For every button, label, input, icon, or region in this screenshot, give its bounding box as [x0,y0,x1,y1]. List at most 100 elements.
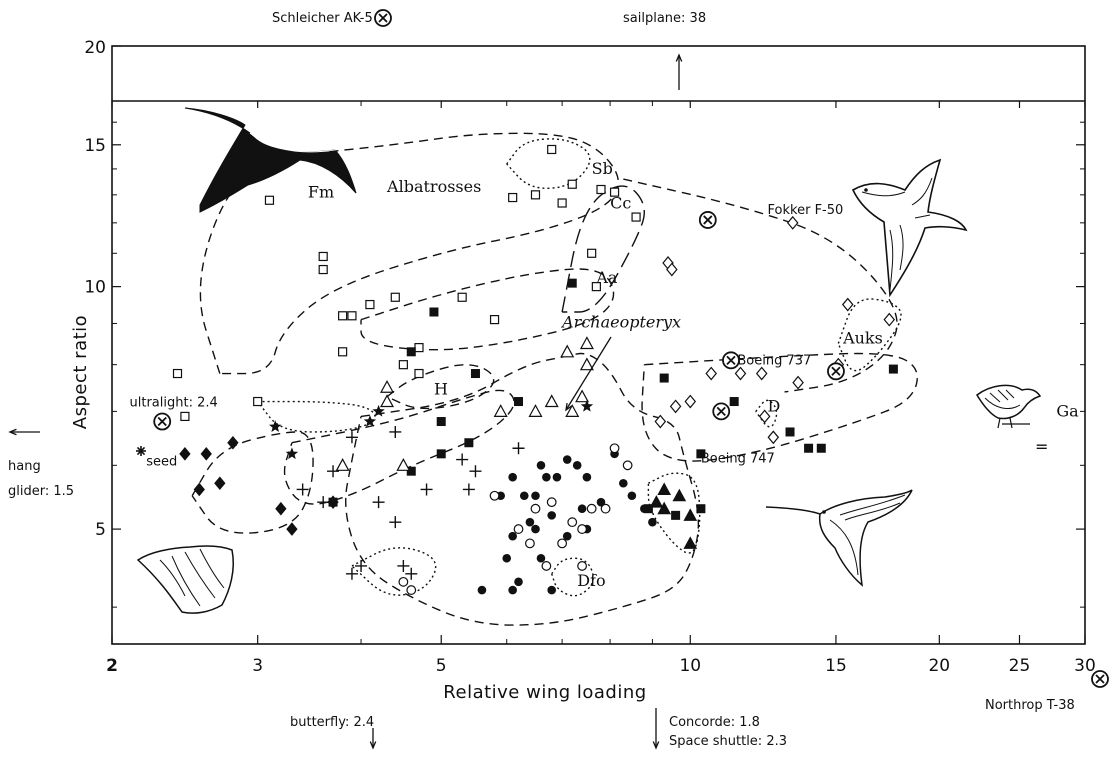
data-point-filled-triangle [657,482,672,495]
data-point-filled-circle [596,497,606,507]
x-tick-label: 30 [1074,656,1096,676]
data-point-filled-square [464,438,474,448]
data-point-filled-circle [514,577,523,587]
data-point-plus [462,483,475,496]
annotation-schleicher-ak-5: Schleicher AK-5 [272,11,373,26]
annotation-fokker-f-50: Fokker F-50 [768,203,844,218]
data-point-filled-diamond [327,495,339,509]
data-point-open-circle [609,443,620,454]
data-point-open-square [180,411,190,422]
group-outline-d [755,399,778,428]
x-tick-label: 15 [825,656,847,676]
aircraft-cross [716,406,726,417]
data-point-filled-square [816,443,826,453]
annotation-boeing-747: Boeing 747 [701,451,775,466]
data-point-filled-square [696,504,706,514]
data-point-open-square [390,292,400,302]
data-point-filled-triangle [672,488,687,502]
data-point-filled-square [729,397,739,407]
data-point-open-circle [622,460,633,471]
data-point-open-circle [600,503,611,514]
aircraft-marker-boeing-737-a [722,351,740,370]
data-point-filled-circle [508,585,517,595]
arrow-head [652,741,660,750]
data-point-star [285,447,299,460]
data-point-filled-circle [547,585,557,595]
y-axis-title: Aspect ratio [70,315,91,429]
data-point-plus [389,425,402,438]
data-point-open-triangle [575,389,590,403]
annotation-northrop-t-38: Northrop T-38 [985,698,1075,713]
y-tick-label-top: 20 [84,38,106,58]
group-outline-fm [199,132,620,375]
x-tick-label: 10 [679,656,701,676]
data-point-open-triangle [380,379,395,393]
data-point-filled-triangle [657,501,672,515]
data-point-open-square [557,198,567,208]
data-point-open-square [596,184,606,195]
data-point-open-diamond [841,297,854,312]
data-point-plus [420,483,433,496]
x-tick-label: 3 [252,656,263,676]
bat-illustration [136,545,234,614]
hang-glider-arrow [8,428,40,436]
data-point-open-diamond [684,394,697,409]
sandpiper-illustration [976,384,1042,429]
x-axis-title: Relative wing loading [443,682,646,703]
annotation-space-shuttle-2-3: Space shuttle: 2.3 [669,734,787,749]
data-point-plus [372,496,385,509]
group-label-auks: Auks [842,328,883,347]
data-point-open-square [567,179,577,189]
x-tick-label: 25 [1009,656,1031,676]
data-point-filled-square [659,373,669,383]
annotation-sailplane-38: sailplane: 38 [623,11,706,26]
data-point-open-square [347,311,357,321]
data-point-filled-circle [562,455,572,464]
data-point-open-square [365,299,375,310]
aircraft-marker-northrop-t38 [1091,670,1109,688]
data-point-filled-circle [502,553,512,563]
arrow-head [369,741,377,750]
aircraft-cross [378,13,388,23]
data-point-filled-triangle [649,495,664,508]
data-point-filled-diamond [286,522,298,536]
x-tick-label: 20 [928,656,950,676]
data-point-open-circle [541,561,552,571]
arrow-head [675,53,683,62]
data-point-filled-circle [619,478,628,488]
aircraft-cross [726,355,736,365]
data-point-filled-circle [508,531,517,541]
group-label-ga: Ga [1056,401,1079,420]
seed-ray [136,446,146,456]
data-point-filled-triangle [683,508,698,521]
group-label-albatrosses: Albatrosses [386,177,481,196]
data-point-open-diamond [755,366,768,381]
aircraft-cross [1095,674,1105,684]
data-point-filled-circle [640,504,649,514]
data-point-star [372,404,385,417]
data-point-filled-square [406,466,416,476]
data-point-open-square [457,292,467,302]
group-outline-small-birds [345,352,700,626]
data-point-filled-diamond [275,501,287,516]
aircraft-marker-boeing-737-b [827,362,845,381]
data-point-open-diamond [666,262,678,277]
data-point-filled-square [470,369,480,379]
data-point-open-square [318,264,328,275]
data-point-open-square [338,311,348,321]
data-point-open-circle [577,561,587,571]
data-point-open-circle [525,538,535,549]
data-point-open-square [264,195,275,205]
data-point-open-diamond [883,312,896,327]
data-point-filled-square [514,397,524,407]
data-point-plus [512,442,525,455]
data-point-filled-diamond [214,476,226,491]
data-point-filled-circle [562,531,572,541]
data-point-open-circle [406,585,417,595]
data-point-star [580,399,594,412]
annotation-archaeopteryx: Archaeopteryx [560,312,681,331]
data-point-filled-circle [508,472,517,482]
data-point-open-triangle [544,394,559,408]
x-tick-label: 2 [106,656,118,676]
aircraft-cross [157,416,167,427]
